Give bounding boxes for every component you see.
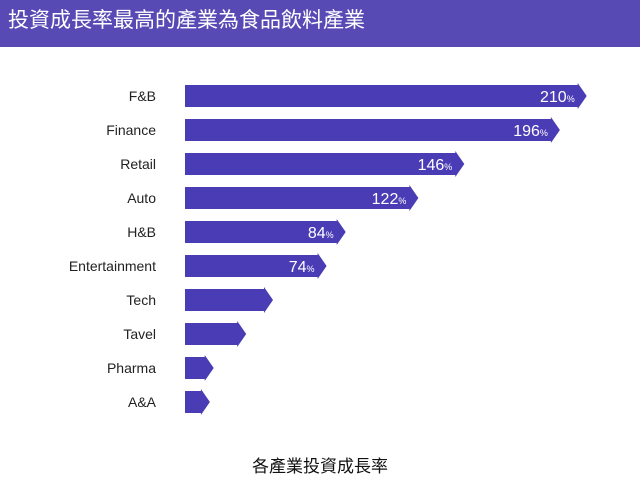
chart-caption: 各產業投資成長率 [252,457,388,477]
category-label: Entertainment [69,258,156,274]
value-label: 84% [308,225,334,242]
value-label: 146% [418,157,453,174]
category-label: F&B [129,88,156,104]
bar [185,321,247,347]
category-label: Pharma [107,360,156,376]
category-label: Tavel [123,326,156,342]
category-label: Auto [127,190,156,206]
header-banner: 投資成長率最高的產業為食品飲料產業 [0,0,640,47]
bar [185,83,587,109]
value-label: 210% [540,89,575,106]
bar [185,219,346,245]
bar [185,389,210,415]
value-label: 122% [372,191,407,208]
bar [185,253,327,279]
value-label: 74% [289,259,315,276]
page-title: 投資成長率最高的產業為食品飲料產業 [8,8,365,32]
bar-chart: F&B 210% Finance 196% Retail 146% Auto 122% H&B 8… [69,83,587,415]
category-label: H&B [127,224,156,240]
category-label: Finance [106,122,156,138]
bar [185,287,273,313]
bar [185,151,465,177]
bar [185,185,419,211]
category-label: Tech [126,292,156,308]
bar [185,117,560,143]
category-label: Retail [120,156,156,172]
value-label: 196% [513,123,548,140]
category-label: A&A [128,394,157,410]
bar [185,355,214,381]
